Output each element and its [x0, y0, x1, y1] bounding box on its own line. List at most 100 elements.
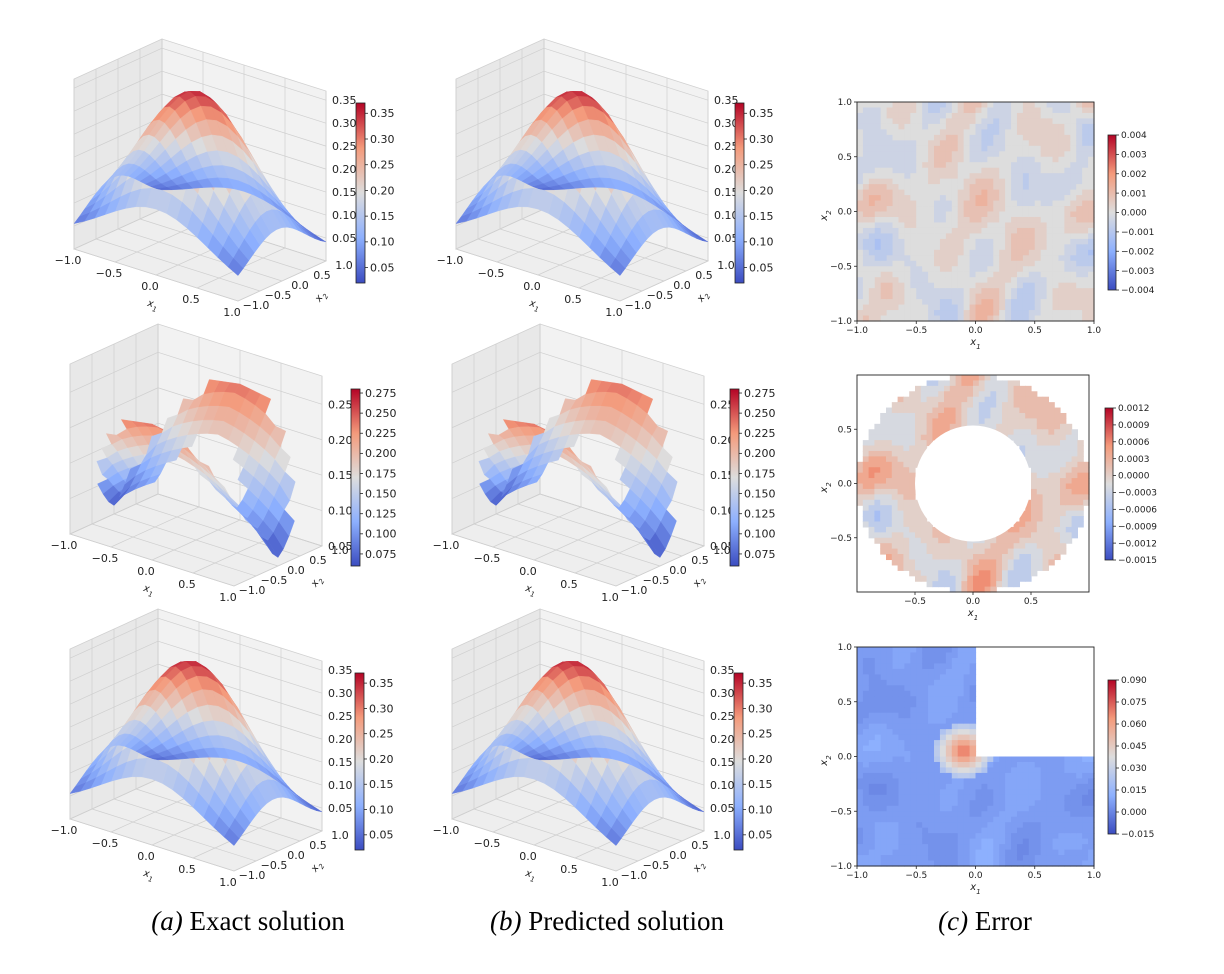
contour-cell [993, 255, 1000, 262]
contour-cell [1052, 206, 1060, 213]
contour-cell [1060, 548, 1067, 555]
x-axis-label: x1 [141, 583, 155, 599]
contour-cell [975, 156, 983, 163]
contour-cell [993, 184, 1000, 191]
contour-cell [910, 833, 917, 840]
contour-cell [934, 805, 941, 812]
y-tick-label: 1.0 [331, 829, 349, 842]
contour-cell [973, 407, 980, 414]
contour-cell [1011, 260, 1018, 267]
contour-cell [1082, 178, 1089, 185]
contour-cell [1040, 195, 1048, 202]
contour-cell [920, 521, 928, 528]
contour-cell [938, 407, 945, 414]
contour-cell [1022, 123, 1030, 130]
contour-cell [955, 423, 962, 430]
contour-cell [904, 833, 911, 840]
contour-cell [934, 189, 941, 196]
contour-cell [928, 151, 935, 158]
contour-cell [862, 255, 870, 262]
contour-cell [926, 570, 933, 577]
contour-cell [1036, 440, 1044, 447]
contour-cell [1013, 521, 1020, 528]
contour-cell [928, 729, 935, 736]
contour-cell [955, 402, 962, 409]
contour-cell [898, 107, 905, 114]
contour-cell [934, 216, 941, 224]
colorbar-tick-label: 0.075 [744, 548, 776, 561]
contour-cell [1058, 200, 1065, 207]
contour-cell [1013, 434, 1020, 441]
contour-cell [1042, 396, 1049, 403]
contour-cell [897, 396, 904, 403]
contour-cell [1019, 548, 1026, 555]
contour-cell [944, 564, 951, 571]
contour-cell [1060, 412, 1067, 419]
grid-line [157, 640, 323, 694]
contour-cell [996, 537, 1003, 544]
contour-cell [857, 756, 864, 763]
contour-cell [1048, 445, 1055, 452]
contour-cell [973, 581, 980, 588]
y-tick-label: 0.5 [309, 554, 327, 567]
contour-cell [868, 249, 876, 256]
y-tick-label: 1.0 [331, 544, 349, 557]
contour-cell [904, 222, 911, 229]
contour-cell [916, 118, 923, 125]
contour-cell [990, 391, 997, 398]
contour-cell [1022, 304, 1030, 311]
y-tick-label: 0.5 [691, 554, 709, 567]
contour-cell [910, 107, 917, 114]
contour-cell [874, 145, 882, 152]
contour-cell [1042, 554, 1049, 561]
grid-line [161, 47, 327, 101]
contour-cell [990, 564, 997, 571]
contour-cell [1016, 200, 1024, 207]
contour-cell [1064, 315, 1071, 322]
contour-cell [922, 227, 929, 234]
contour-cell [1064, 282, 1071, 289]
contour-cell [886, 178, 894, 185]
contour-cell [886, 200, 894, 207]
contour-cell [874, 855, 882, 862]
contour-cell [874, 805, 882, 812]
contour-cell [1076, 238, 1083, 245]
contour-cell [916, 822, 923, 829]
contour-cell [993, 249, 1000, 256]
contour-cell [1042, 456, 1049, 463]
contour-cell [910, 249, 917, 256]
contour-cell [926, 554, 933, 561]
contour-cell [910, 685, 917, 692]
contour-cell [1034, 173, 1042, 180]
contour-cell [862, 483, 870, 490]
contour-cell [1052, 112, 1060, 120]
contour-cell [967, 543, 974, 550]
contour-cell [886, 652, 894, 659]
x-tick-label: −0.5 [96, 267, 123, 280]
contour-cell [916, 129, 923, 136]
contour-cell [886, 657, 894, 665]
contour-cell [892, 145, 900, 152]
contour-cell [898, 816, 905, 823]
contour-cell [1016, 123, 1024, 130]
contour-cell [1065, 510, 1073, 517]
contour-cell [1070, 255, 1077, 262]
contour-cell [1064, 173, 1071, 180]
contour-cell [1022, 233, 1030, 240]
contour-cell [990, 402, 997, 409]
contour-cell [981, 277, 988, 284]
contour-cell [1034, 304, 1042, 311]
contour-cell [916, 151, 923, 158]
contour-cell [1040, 123, 1048, 130]
contour-cell [874, 674, 882, 681]
contour-cell [910, 288, 917, 295]
contour-cell [910, 260, 917, 267]
contour-cell [928, 216, 935, 224]
contour-cell [910, 315, 917, 322]
contour-cell [1011, 249, 1018, 256]
contour-cell [922, 233, 929, 240]
contour-cell [904, 838, 911, 845]
contour-cell [862, 445, 870, 452]
contour-cell [1005, 178, 1012, 185]
contour-cell [880, 271, 888, 278]
